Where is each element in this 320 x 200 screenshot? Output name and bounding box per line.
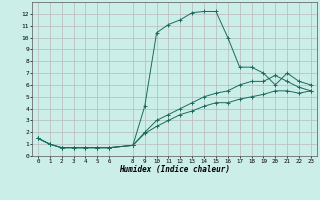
X-axis label: Humidex (Indice chaleur): Humidex (Indice chaleur) <box>119 165 230 174</box>
